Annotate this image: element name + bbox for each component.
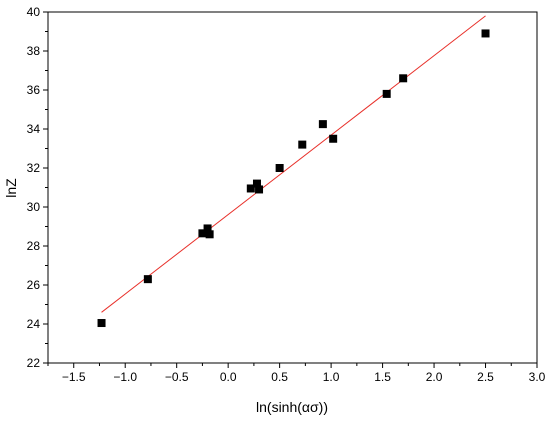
x-tick-label: −1.0 [113, 370, 137, 384]
x-tick-label: 1.5 [374, 370, 391, 384]
y-tick-label: 40 [27, 5, 41, 19]
plot-frame [47, 11, 538, 364]
data-point [399, 74, 408, 83]
x-tick-label: 2.5 [477, 370, 494, 384]
y-tick-label: 22 [27, 356, 41, 370]
data-point [252, 179, 261, 188]
x-tick-label: 3.0 [529, 370, 546, 384]
y-axis-label: lnZ [3, 178, 19, 198]
data-point [203, 224, 212, 233]
x-tick-label: −1.5 [62, 370, 86, 384]
data-point [318, 120, 327, 129]
data-point [97, 319, 106, 328]
data-point [481, 29, 490, 38]
fit-line-layer [101, 15, 486, 313]
y-tick-label: 34 [27, 122, 41, 136]
x-tick-label: 1.0 [323, 370, 340, 384]
data-point [255, 185, 264, 194]
data-point [198, 229, 207, 238]
fit-line [101, 15, 486, 313]
y-tick-label: 36 [27, 83, 41, 97]
y-tick-label: 32 [27, 161, 41, 175]
x-tick-label: 2.0 [426, 370, 443, 384]
data-point [298, 140, 307, 149]
x-axis-label: ln(sinh(ασ)) [256, 399, 328, 415]
data-point [382, 89, 391, 98]
y-tick-label: 38 [27, 44, 41, 58]
x-axis-ticks: −1.5 −1.0 −0.5 0.0 0.5 1.0 1.5 2.0 2.5 3.0 [47, 363, 546, 384]
data-points [97, 29, 490, 328]
data-point [205, 230, 214, 239]
y-axis-ticks: 22 24 26 28 30 32 34 36 38 40 [27, 5, 48, 370]
y-tick-label: 24 [27, 317, 41, 331]
y-tick-label: 26 [27, 278, 41, 292]
y-tick-label: 30 [27, 200, 41, 214]
data-point [329, 134, 338, 143]
y-tick-label: 28 [27, 239, 41, 253]
x-tick-label: 0.5 [271, 370, 288, 384]
data-point [246, 184, 255, 193]
data-point [143, 275, 152, 284]
x-tick-label: −0.5 [165, 370, 189, 384]
data-point [275, 164, 284, 172]
x-tick-label: 0.0 [220, 370, 237, 384]
